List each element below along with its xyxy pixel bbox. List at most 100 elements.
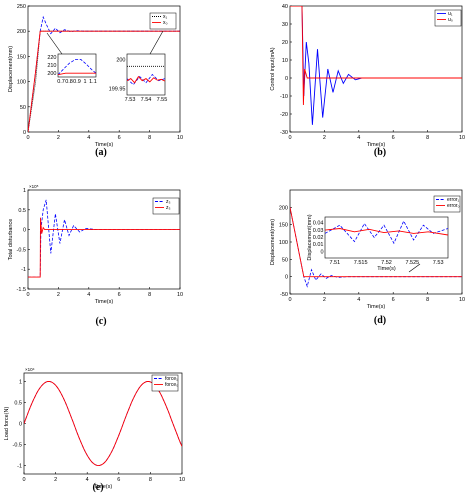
inset-line-a-1-2 <box>127 75 165 84</box>
legend-label-c-1: z₃ <box>166 205 171 211</box>
x-tick-label-d-3: 6 <box>392 297 395 303</box>
x-tick-label-e-4: 8 <box>149 477 152 483</box>
y-tick-label-e-1: -0.5 <box>13 443 22 449</box>
inset-y-tick-d-0-1: 0.01 <box>313 242 324 248</box>
series-line-d-1 <box>290 207 462 278</box>
inset-x-tick-a-0-4: 1.1 <box>89 79 97 85</box>
series-line-a-2 <box>28 30 180 132</box>
y-tick-label-b-6: 30 <box>282 22 288 28</box>
panel-label-e: (e) <box>92 482 103 493</box>
y-tick-label-d-1: 0 <box>285 275 288 281</box>
legend-label-b-0: u₁ <box>448 11 453 17</box>
x-tick-label-c-2: 4 <box>87 292 90 298</box>
y-tick-label-c-0: -1.5 <box>17 287 26 293</box>
legend-box-b <box>434 9 462 27</box>
legend-label-a-0: x₁ <box>163 14 168 20</box>
plot-frame-c <box>27 189 181 290</box>
legend-label-d-1: error₀ <box>447 203 460 209</box>
y-tick-label-d-3: 100 <box>279 240 288 246</box>
x-tick-label-e-0: 0 <box>22 477 25 483</box>
y-tick-label-c-1: -1 <box>21 267 26 273</box>
series-line-a-0 <box>28 30 180 132</box>
series-group-d <box>290 207 462 288</box>
panel-label-c: (c) <box>95 316 106 327</box>
x-axis-label-e: Time(s) <box>94 484 113 490</box>
series-line-c-1 <box>28 217 180 278</box>
series-line-d-0 <box>290 207 462 288</box>
series-group-e <box>24 380 182 467</box>
inset-y-tick-d-0-0: 0 <box>320 249 323 255</box>
inset-x-tick-d-0-0: 7.51 <box>329 260 340 266</box>
x-tick-label-d-4: 8 <box>426 297 429 303</box>
y-tick-label-a-0: 0 <box>23 130 26 136</box>
y-tick-label-a-3: 150 <box>17 54 26 60</box>
x-tick-label-b-4: 8 <box>426 135 429 141</box>
panel-label-b: (b) <box>374 147 386 158</box>
y-tick-label-c-5: 1 <box>23 188 26 194</box>
chart-panel-e: 0 2 4 6 8 10 -1 -0.5 0 0.5 1 Time(s) Load force(N) ×1… <box>4 367 185 493</box>
y-axis-label-a: Displacement(mm) <box>8 46 14 92</box>
inset-frame-a-1 <box>126 53 166 96</box>
inset-y-tick-a-0-1: 210 <box>47 63 56 69</box>
x-tick-label-b-2: 4 <box>357 135 360 141</box>
axis-exponent-e: ×10⁴ <box>25 367 35 372</box>
inset-series-a-0 <box>58 59 96 76</box>
inset-x-tick-a-1-2: 7.55 <box>157 97 168 103</box>
x-tick-label-b-0: 0 <box>288 135 291 141</box>
x-tick-label-d-1: 2 <box>323 297 326 303</box>
legend-label-d-0: error₁ <box>447 197 460 203</box>
inset-x-tick-a-0-3: 1 <box>83 79 86 85</box>
y-tick-label-c-2: -0.5 <box>17 247 26 253</box>
series-line-b-1 <box>290 6 462 106</box>
y-tick-label-b-1: -20 <box>280 112 288 118</box>
inset-line-a-0-0 <box>58 59 96 75</box>
x-tick-label-e-3: 6 <box>117 477 120 483</box>
y-tick-label-c-4: 0.5 <box>18 208 26 214</box>
series-line-e-1 <box>24 380 182 467</box>
y-tick-label-d-2: 50 <box>282 257 288 263</box>
x-tick-label-c-0: 0 <box>26 292 29 298</box>
y-tick-label-b-5: 20 <box>282 40 288 46</box>
y-tick-label-b-3: 0 <box>285 76 288 82</box>
x-tick-label-a-1: 2 <box>57 135 60 141</box>
y-tick-label-a-1: 50 <box>20 105 26 111</box>
inset-y-tick-d-0-2: 0.02 <box>313 235 324 241</box>
legend-label-c-0: z₃ <box>166 199 171 205</box>
inset-x-tick-d-0-3: 7.525 <box>405 260 419 266</box>
x-tick-label-d-2: 4 <box>357 297 360 303</box>
x-tick-label-e-1: 2 <box>54 477 57 483</box>
y-tick-label-b-4: 10 <box>282 58 288 64</box>
legend-label-a-1: x₀ <box>163 20 168 26</box>
legend-label-e-0: force₁ <box>165 376 178 382</box>
y-tick-label-e-0: -1 <box>17 464 22 470</box>
axis-exponent-c: ×10⁵ <box>29 184 39 189</box>
inset-a-0: 0.7 0.8 0.9 1 1.1 200 210 220 <box>47 53 97 85</box>
inset-line-a-1-1 <box>127 73 165 86</box>
x-axis-label-b: Time(s) <box>367 142 386 148</box>
inset-x-tick-d-0-4: 7.53 <box>433 260 444 266</box>
x-tick-label-c-1: 2 <box>57 292 60 298</box>
y-tick-label-d-4: 150 <box>279 223 288 229</box>
inset-line-a-0-1 <box>58 72 96 76</box>
chart-panel-c: 0 2 4 6 8 10 -1.5 -1 -0.5 0 0.5 1 Time(s) Total distu… <box>8 184 183 327</box>
y-axis-label-e: Load force(N) <box>4 407 10 441</box>
chart-panel-a: 0 2 4 6 8 10050100150200250Time(s)Displacemen… <box>8 4 183 158</box>
x-tick-label-e-2: 4 <box>86 477 89 483</box>
plot-frame-a <box>27 5 181 133</box>
inset-x-tick-a-0-2: 0.9 <box>73 79 81 85</box>
inset-line-d-0-0 <box>325 220 448 245</box>
inset-y-label-d-0: Displacement(mm) <box>307 214 313 260</box>
inset-x-tick-a-0-1: 0.8 <box>65 79 73 85</box>
x-tick-label-d-0: 0 <box>288 297 291 303</box>
inset-x-tick-a-0-0: 0.7 <box>57 79 65 85</box>
chart-panel-d: 0 2 4 6 8 10-50050100150200Time(s)Displacemen… <box>270 189 465 326</box>
panel-label-a: (a) <box>95 147 107 158</box>
inset-frame-a-0 <box>57 53 97 78</box>
y-tick-label-d-5: 200 <box>279 205 288 211</box>
inset-y-tick-a-1-1: 200 <box>116 58 125 64</box>
x-axis-label-d: Time(s) <box>367 304 386 310</box>
chart-panel-b: 0 2 4 6 8 10 -30 -20 -10 0 10 20 30 40 Time(s) Control … <box>270 4 465 158</box>
